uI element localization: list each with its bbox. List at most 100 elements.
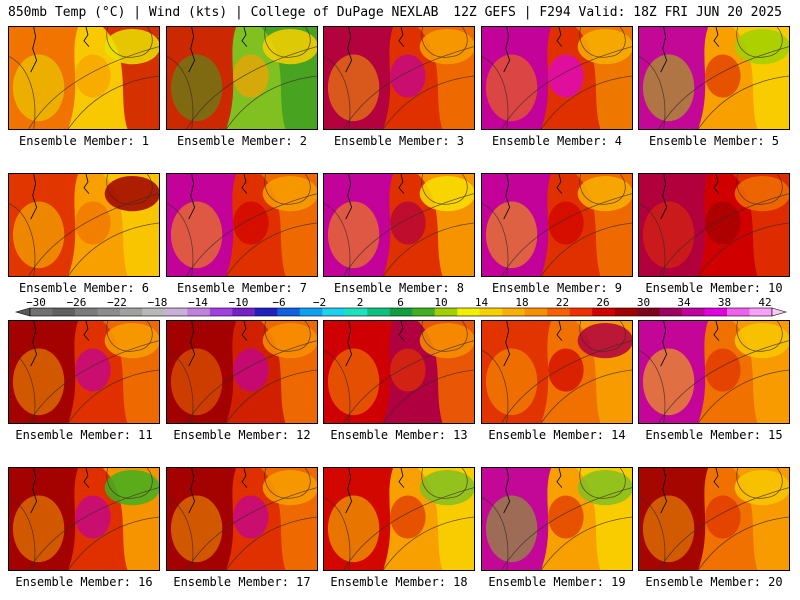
colorbar-segment <box>277 308 301 316</box>
colorbar-tick-label: −26 <box>67 296 87 309</box>
colorbar-segment <box>389 308 413 316</box>
panel-label: Ensemble Member: 16 <box>15 575 153 589</box>
temperature-map <box>167 321 317 423</box>
panel-label: Ensemble Member: 3 <box>333 134 465 148</box>
ensemble-panel <box>481 467 633 571</box>
colorbar-segment <box>322 308 346 316</box>
colorbar-segment <box>119 308 143 316</box>
colorbar-graphic: −30 −26 −22 −18 −14 −10 −6 −2 2 6 10 14 18 22 26 30 34 38… <box>14 296 788 317</box>
temperature-map <box>482 468 632 570</box>
colorbar-tick-label: 18 <box>515 296 528 309</box>
temperature-map <box>167 468 317 570</box>
temperature-map <box>482 321 632 423</box>
panel-label: Ensemble Member: 1 <box>18 134 150 148</box>
ensemble-panel <box>8 467 160 571</box>
colorbar-tick-label: −2 <box>313 296 326 309</box>
ensemble-panel <box>323 26 475 130</box>
colorbar-tick-label: −30 <box>26 296 46 309</box>
colorbar-segment <box>659 308 683 316</box>
ensemble-panel <box>8 320 160 424</box>
colorbar-segment <box>682 308 705 316</box>
colorbar-segment <box>547 308 570 316</box>
colorbar-segment <box>524 308 548 316</box>
colorbar-tick-label: 30 <box>637 296 650 309</box>
colorbar-segment <box>412 308 436 316</box>
ensemble-panel <box>638 173 790 277</box>
temperature-map <box>482 27 632 129</box>
ensemble-panel <box>481 26 633 130</box>
ensemble-panel <box>323 173 475 277</box>
colorbar-segment <box>569 308 593 316</box>
colorbar-segment <box>142 308 166 316</box>
colorbar-tick-label: 34 <box>677 296 691 309</box>
panel-label: Ensemble Member: 4 <box>491 134 623 148</box>
temperature-map <box>167 174 317 276</box>
panel-label: Ensemble Member: 19 <box>488 575 626 589</box>
ensemble-panel <box>323 467 475 571</box>
ensemble-panel <box>481 320 633 424</box>
colorbar-segment <box>614 308 638 316</box>
colorbar-segment <box>434 308 458 316</box>
panel-label: Ensemble Member: 8 <box>333 281 465 295</box>
colorbar-segment <box>187 308 211 316</box>
ensemble-panel <box>638 26 790 130</box>
temperature-map <box>639 174 789 276</box>
colorbar-tick-label: 2 <box>357 296 364 309</box>
colorbar-segment <box>592 308 615 316</box>
panel-label: Ensemble Member: 10 <box>645 281 783 295</box>
panel-label: Ensemble Member: 15 <box>645 428 783 442</box>
colorbar-segment <box>502 308 525 316</box>
colorbar-segment <box>727 308 750 316</box>
colorbar-tick-label: 10 <box>434 296 447 309</box>
colorbar-segment <box>299 308 323 316</box>
temperature-map <box>167 27 317 129</box>
temperature-map <box>482 174 632 276</box>
colorbar-segment <box>479 308 503 316</box>
colorbar-segment <box>367 308 391 316</box>
colorbar-tick-label: −18 <box>148 296 168 309</box>
run-info: 12Z GEFS | F294 Valid: 18Z FRI JUN 20 20… <box>453 5 782 20</box>
ensemble-panel <box>166 26 318 130</box>
panel-label: Ensemble Member: 14 <box>488 428 626 442</box>
colorbar-segment <box>74 308 98 316</box>
colorbar-segment <box>30 308 53 316</box>
temperature-map <box>639 468 789 570</box>
temperature-map <box>324 174 474 276</box>
colorbar-tick-label: 42 <box>758 296 771 309</box>
colorbar-segment <box>97 308 121 316</box>
colorbar-segment <box>704 308 728 316</box>
colorbar-tick-label: −10 <box>229 296 249 309</box>
panel-label: Ensemble Member: 5 <box>648 134 780 148</box>
panel-label: Ensemble Member: 20 <box>645 575 783 589</box>
panel-label: Ensemble Member: 13 <box>330 428 468 442</box>
ensemble-panel <box>166 467 318 571</box>
panel-label: Ensemble Member: 7 <box>176 281 308 295</box>
temperature-map <box>639 321 789 423</box>
ensemble-panel <box>166 173 318 277</box>
colorbar-segment <box>344 308 368 316</box>
temperature-map <box>324 27 474 129</box>
colorbar-tick-label: 14 <box>475 296 489 309</box>
colorbar-tick-label: 26 <box>596 296 609 309</box>
panel-label: Ensemble Member: 18 <box>330 575 468 589</box>
colorbar-segment <box>637 308 660 316</box>
temperature-map <box>324 468 474 570</box>
temperature-map <box>9 27 159 129</box>
temperature-map <box>9 468 159 570</box>
colorbar-segment <box>164 308 188 316</box>
colorbar-segment <box>457 308 480 316</box>
temperature-map <box>9 174 159 276</box>
temperature-colorbar: −30 −26 −22 −18 −14 −10 −6 −2 2 6 10 14 18 22 26 30 34 38… <box>0 296 800 320</box>
ensemble-panel <box>323 320 475 424</box>
colorbar-segment <box>749 308 773 316</box>
colorbar-tick-label: 22 <box>556 296 569 309</box>
temperature-map <box>639 27 789 129</box>
ensemble-panel <box>8 26 160 130</box>
panel-label: Ensemble Member: 12 <box>173 428 311 442</box>
colorbar-tick-label: −6 <box>272 296 285 309</box>
colorbar-segment <box>254 308 278 316</box>
colorbar-segment <box>52 308 76 316</box>
colorbar-segment <box>209 308 233 316</box>
panel-label: Ensemble Member: 2 <box>176 134 308 148</box>
colorbar-segment <box>232 308 256 316</box>
